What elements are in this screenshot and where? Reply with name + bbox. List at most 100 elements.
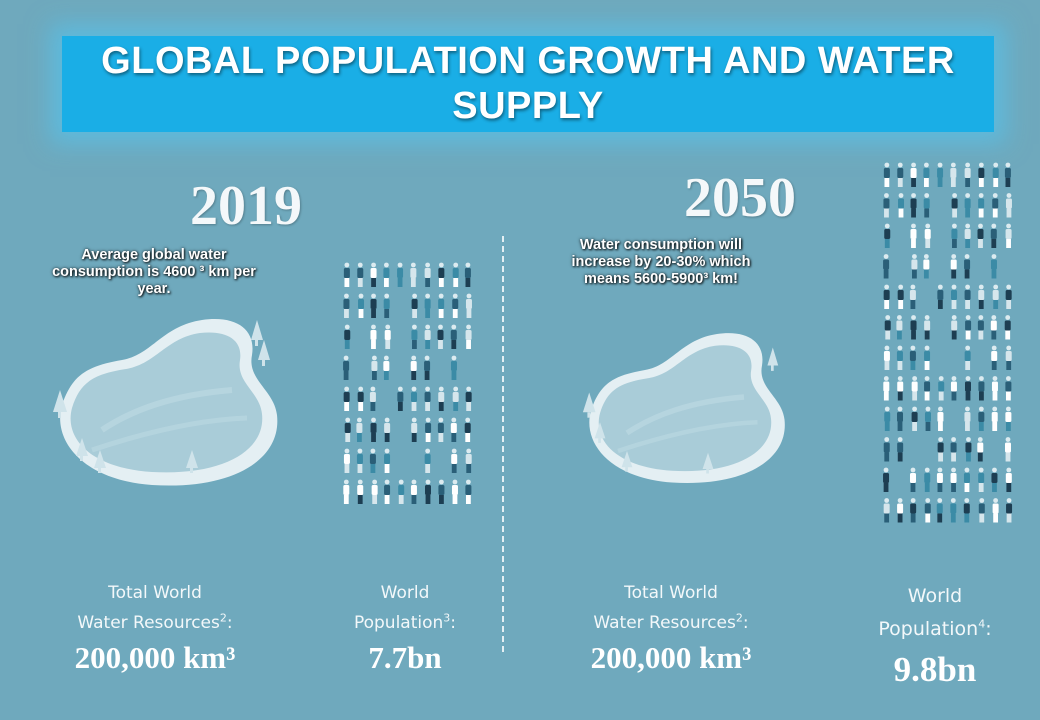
person-figure bbox=[424, 293, 431, 318]
person-figure bbox=[951, 193, 958, 218]
person-figure bbox=[450, 417, 457, 442]
resources-label-line2: Water Resources2: bbox=[593, 611, 749, 633]
person-figure bbox=[437, 324, 444, 349]
person-figure bbox=[978, 284, 985, 309]
title-banner: GLOBAL POPULATION GROWTH AND WATER SUPPL… bbox=[62, 36, 994, 132]
resources-value-2050: 200,000 km³ bbox=[590, 640, 752, 675]
person-figure bbox=[883, 467, 890, 492]
person-figure bbox=[909, 467, 916, 492]
population-value-2050: 9.8bn bbox=[893, 650, 977, 689]
person-figure bbox=[963, 498, 970, 523]
person-figure bbox=[384, 324, 391, 349]
lake-illustration-2050 bbox=[582, 333, 785, 483]
person-figure bbox=[438, 293, 445, 318]
person-figure bbox=[384, 417, 391, 442]
person-figure bbox=[950, 498, 957, 523]
person-figure bbox=[383, 262, 390, 287]
person-figure bbox=[924, 315, 931, 340]
person-figure bbox=[924, 406, 931, 431]
person-figure bbox=[410, 262, 417, 287]
person-figure bbox=[451, 479, 458, 504]
person-figure bbox=[911, 406, 918, 431]
person-figure bbox=[371, 479, 378, 504]
person-figure bbox=[898, 193, 905, 218]
person-figure bbox=[991, 376, 998, 401]
person-figure bbox=[923, 162, 930, 187]
person-figure bbox=[964, 162, 971, 187]
person-figure bbox=[343, 386, 350, 411]
person-figure bbox=[452, 262, 459, 287]
resources-label-line1: Total World bbox=[108, 583, 202, 603]
person-figure bbox=[990, 315, 997, 340]
person-figure bbox=[438, 479, 445, 504]
population-value-2019: 7.7bn bbox=[368, 640, 442, 675]
person-figure bbox=[465, 386, 472, 411]
person-figure bbox=[1005, 284, 1012, 309]
person-figure bbox=[883, 193, 890, 218]
population-label-2050: World Population4: bbox=[860, 580, 1010, 646]
person-figure bbox=[964, 223, 971, 248]
person-figure bbox=[964, 284, 971, 309]
person-figure bbox=[1005, 406, 1012, 431]
person-figure bbox=[924, 467, 931, 492]
person-figure bbox=[991, 345, 998, 370]
person-figure bbox=[924, 376, 931, 401]
population-label-line2: Population3: bbox=[353, 611, 457, 633]
person-figure bbox=[1004, 315, 1011, 340]
person-figure bbox=[937, 284, 944, 309]
population-label-line1: World bbox=[907, 585, 963, 607]
person-figure bbox=[343, 262, 350, 287]
person-figure bbox=[978, 193, 985, 218]
person-figure bbox=[964, 193, 971, 218]
person-figure bbox=[897, 406, 904, 431]
person-figure bbox=[369, 448, 376, 473]
person-figure bbox=[411, 386, 418, 411]
person-figure bbox=[964, 254, 971, 279]
person-figure bbox=[950, 162, 957, 187]
resources-label-text: Water Resources bbox=[593, 613, 736, 633]
person-figure bbox=[965, 315, 972, 340]
person-figure bbox=[909, 345, 916, 370]
year-2050: 2050 bbox=[684, 167, 796, 229]
person-figure bbox=[343, 479, 350, 504]
person-figure bbox=[452, 293, 459, 318]
person-figure bbox=[344, 417, 351, 442]
person-figure bbox=[1005, 193, 1012, 218]
person-figure bbox=[910, 315, 917, 340]
person-figure bbox=[465, 324, 472, 349]
person-figure bbox=[384, 448, 391, 473]
person-figure bbox=[410, 355, 417, 380]
person-figure bbox=[411, 417, 418, 442]
person-figure bbox=[924, 223, 931, 248]
person-figure bbox=[991, 406, 998, 431]
person-figure bbox=[425, 417, 432, 442]
person-figure bbox=[978, 498, 985, 523]
crowd-illustration-2050 bbox=[883, 162, 1013, 523]
person-figure bbox=[383, 293, 390, 318]
person-figure bbox=[897, 162, 904, 187]
person-figure bbox=[370, 262, 377, 287]
person-figure bbox=[978, 162, 985, 187]
person-figure bbox=[1005, 223, 1012, 248]
person-figure bbox=[883, 345, 890, 370]
consumption-note-2019: Average global water consumption is 4600… bbox=[52, 247, 256, 297]
person-figure bbox=[911, 254, 918, 279]
person-figure bbox=[910, 193, 917, 218]
person-figure bbox=[411, 324, 418, 349]
person-figure bbox=[977, 437, 984, 462]
person-figure bbox=[883, 254, 890, 279]
resources-label-2019: Total World Water Resources2: bbox=[40, 578, 270, 638]
person-figure bbox=[963, 467, 970, 492]
person-figure bbox=[897, 498, 904, 523]
person-figure bbox=[951, 315, 958, 340]
person-figure bbox=[411, 293, 418, 318]
consumption-note-2050: Water consumption will increase by 20-30… bbox=[571, 237, 751, 287]
person-figure bbox=[909, 284, 916, 309]
panel-divider bbox=[502, 236, 504, 652]
person-figure bbox=[356, 417, 363, 442]
person-figure bbox=[896, 315, 903, 340]
person-figure bbox=[992, 284, 999, 309]
person-figure bbox=[978, 467, 985, 492]
population-label-line2: Population4: bbox=[878, 617, 992, 640]
person-figure bbox=[992, 162, 999, 187]
